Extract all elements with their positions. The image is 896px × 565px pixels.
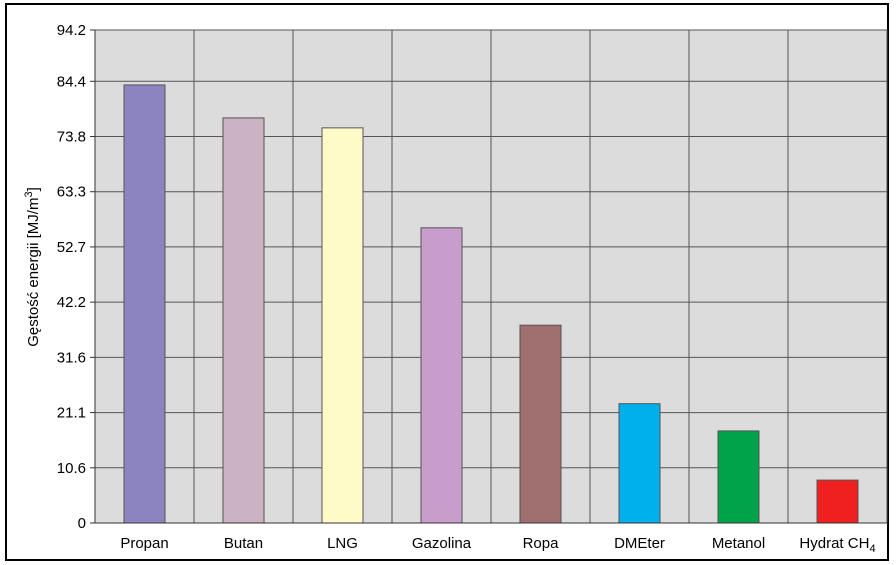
y-axis: 0 10.6 21.1 31.6 42.2 52.7 63.3 73.8 84.4 94.2	[57, 22, 887, 532]
bars	[123, 84, 859, 524]
x-tick-label: Ropa	[523, 535, 560, 552]
y-tick-label: 73.8	[57, 129, 86, 146]
y-tick-label: 63.3	[57, 184, 86, 201]
bar-propan	[123, 84, 166, 524]
bar-ropa	[519, 324, 562, 524]
x-tick-label: DMEter	[614, 535, 665, 552]
x-tick-label: Butan	[224, 535, 263, 552]
bar-metanol	[717, 430, 760, 524]
bar-gazolina	[420, 227, 463, 524]
x-tick-label: Gazolina	[412, 535, 472, 552]
bar-dmeter	[618, 403, 661, 524]
y-tick-label: 94.2	[57, 22, 86, 39]
y-tick-label: 42.2	[57, 294, 86, 311]
y-tick-label: 84.4	[57, 73, 86, 90]
y-tick-label: 31.6	[57, 349, 86, 366]
bar-hydrat-ch	[816, 479, 859, 524]
y-tick-label: 21.1	[57, 405, 86, 422]
x-tick-label: Hydrat CH4	[799, 535, 875, 555]
bar-lng	[321, 127, 364, 524]
x-axis: Propan Butan LNG Gazolina Ropa DMEter Metanol H…	[120, 535, 875, 555]
y-axis-title-suffix: ]	[25, 187, 42, 191]
x-tick-label: Metanol	[712, 535, 765, 552]
y-tick-label: 52.7	[57, 239, 86, 256]
y-tick-label: 10.6	[57, 460, 86, 477]
y-tick-label: 0	[78, 515, 86, 532]
x-tick-label-subscript: 4	[869, 543, 875, 555]
y-axis-title-text: Gęstość energii [MJ/m	[25, 198, 42, 347]
x-tick-label: LNG	[327, 535, 358, 552]
y-axis-title: Gęstość energii [MJ/m3]	[23, 187, 42, 347]
y-axis-title-superscript: 3	[23, 191, 35, 197]
bar-butan	[222, 117, 265, 524]
x-tick-label: Propan	[120, 535, 168, 552]
